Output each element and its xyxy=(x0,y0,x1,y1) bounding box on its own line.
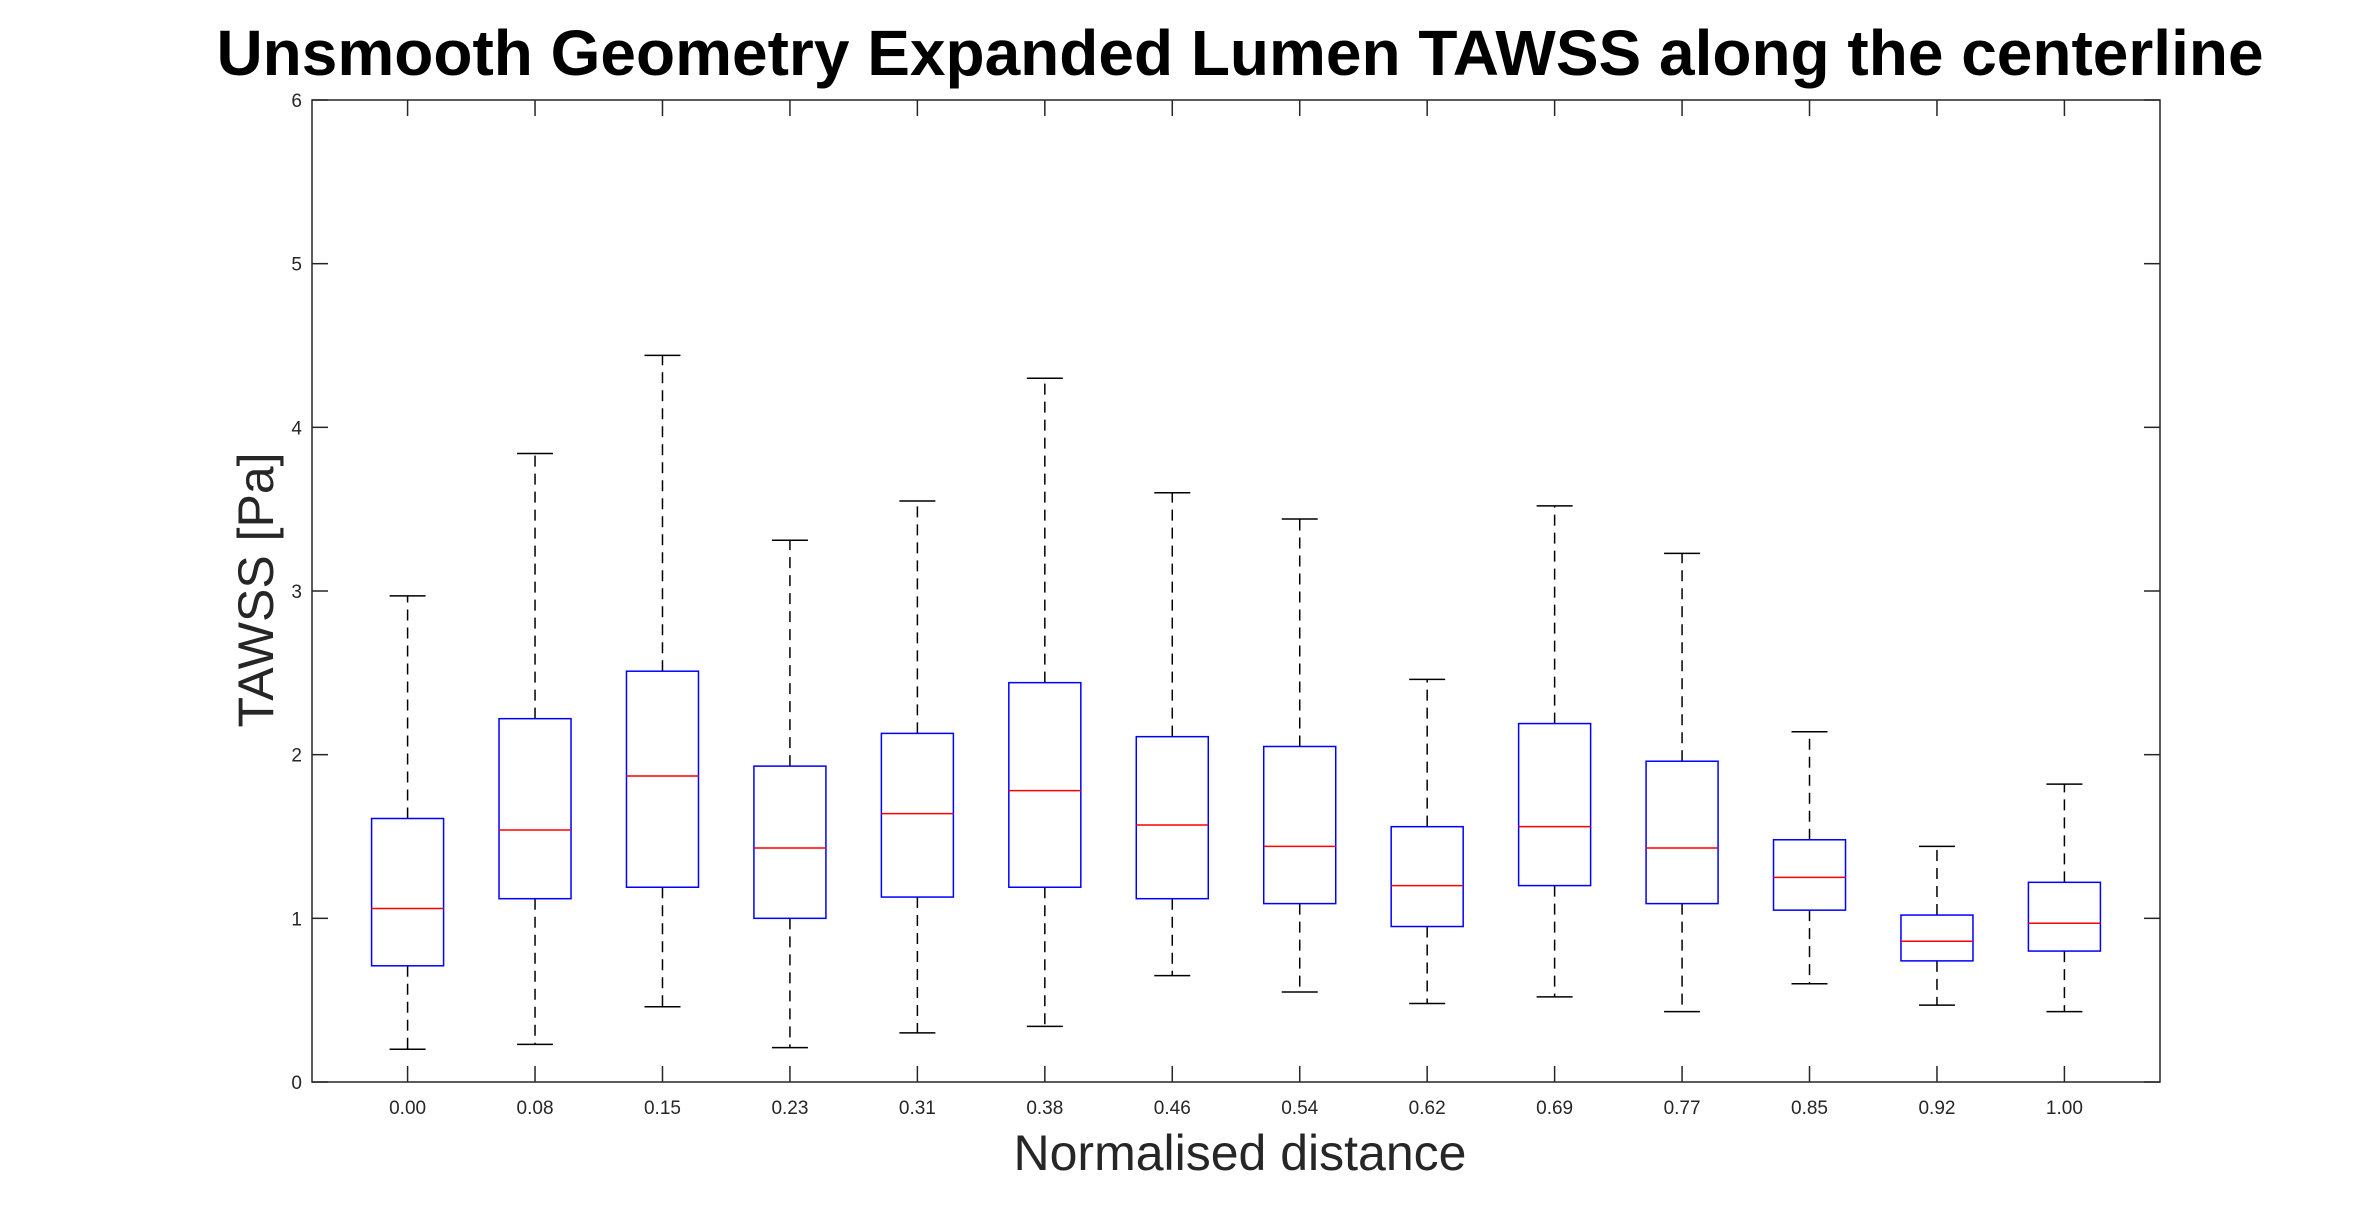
box-iqr xyxy=(370,817,445,967)
y-tick-label: 0 xyxy=(291,1073,302,1094)
chart-title: Unsmooth Geometry Expanded Lumen TAWSS a… xyxy=(216,17,2263,89)
y-tick-label: 6 xyxy=(291,91,302,112)
x-tick-label: 0.92 xyxy=(1918,1098,1955,1119)
x-tick-label: 0.31 xyxy=(899,1098,936,1119)
box-iqr xyxy=(1900,914,1974,962)
x-tick-label: 0.85 xyxy=(1791,1098,1828,1119)
box-iqr xyxy=(1262,745,1337,905)
y-tick-label: 5 xyxy=(291,255,302,276)
box-iqr xyxy=(880,732,955,898)
y-tick-label: 4 xyxy=(291,418,302,439)
x-tick-label: 0.00 xyxy=(389,1098,426,1119)
box-iqr xyxy=(1645,760,1719,905)
y-tick-label: 1 xyxy=(291,909,302,930)
box-iqr xyxy=(1135,735,1210,900)
x-tick-label: 1.00 xyxy=(2046,1098,2083,1119)
box-iqr xyxy=(1390,825,1464,928)
x-tick-label: 0.15 xyxy=(644,1098,681,1119)
y-tick-label: 2 xyxy=(291,746,302,767)
box-iqr xyxy=(625,670,700,888)
x-tick-label: 0.23 xyxy=(771,1098,808,1119)
x-tick-label: 0.46 xyxy=(1154,1098,1191,1119)
box-iqr xyxy=(2027,881,2102,952)
x-axis-label: Normalised distance xyxy=(1014,1125,1467,1181)
x-tick-label: 0.38 xyxy=(1026,1098,1063,1119)
box-iqr xyxy=(1772,839,1847,911)
plot-area: 0 1 2 3 4 5 6 0.00 0.08 0.15 0.23 0.31 0.38 0.46 0.54 0… xyxy=(291,91,2161,1119)
x-tick-label: 0.77 xyxy=(1664,1098,1701,1119)
box-iqr xyxy=(1008,681,1082,888)
y-axis-label: TAWSS [Pa] xyxy=(228,452,284,727)
y-tick-label: 3 xyxy=(291,582,302,603)
box-iqr xyxy=(1517,722,1592,887)
box-iqr xyxy=(753,765,827,920)
plot-frame xyxy=(311,99,2161,1083)
x-tick-label: 0.69 xyxy=(1536,1098,1573,1119)
x-tick-label: 0.62 xyxy=(1409,1098,1446,1119)
x-tick-label: 0.54 xyxy=(1281,1098,1318,1119)
x-tick-label: 0.08 xyxy=(517,1098,554,1119)
box-iqr xyxy=(498,717,572,900)
